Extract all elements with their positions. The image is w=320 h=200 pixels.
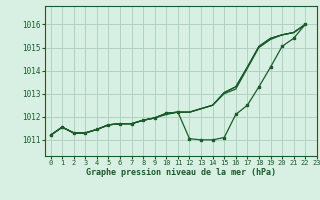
X-axis label: Graphe pression niveau de la mer (hPa): Graphe pression niveau de la mer (hPa) xyxy=(86,168,276,177)
